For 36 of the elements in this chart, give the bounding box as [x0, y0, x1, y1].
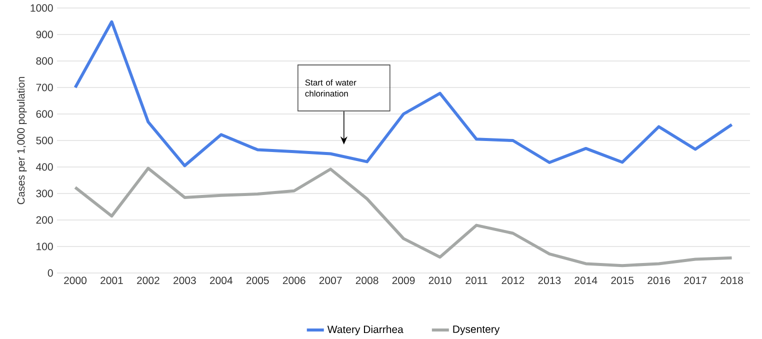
y-tick-label: 800	[36, 57, 53, 65]
x-tick-label: 2010	[428, 276, 452, 284]
line-series	[74, 166, 734, 268]
x-tick-label: 2013	[538, 276, 561, 284]
x-tick-label: 2012	[502, 276, 524, 284]
y-tick-label: 0	[48, 269, 53, 277]
x-tick-label: 2018	[720, 276, 743, 284]
y-tick-label: 100	[36, 242, 53, 250]
x-tick-label: 2007	[319, 276, 342, 284]
x-tick-label: 2000	[64, 276, 86, 284]
x-tick-label: 2004	[210, 276, 233, 284]
x-tick-label: 2008	[356, 276, 378, 284]
y-axis-title: Cases per 1,000 population	[16, 77, 27, 204]
legend-label: Dysentery	[453, 326, 500, 335]
x-tick-label: 2005	[246, 276, 269, 284]
legend-label: Watery Diarrhea	[327, 325, 404, 336]
line-series	[74, 20, 734, 168]
y-tick-label: 300	[36, 190, 53, 198]
y-tick-label: 500	[36, 136, 53, 144]
x-tick-label: 2009	[392, 276, 415, 284]
x-tick-label: 2016	[648, 276, 670, 284]
x-tick-label: 2017	[684, 276, 706, 284]
x-tick-label: 2006	[282, 276, 306, 284]
x-tick-label: 2015	[611, 276, 634, 284]
x-tick-label: 2014	[574, 276, 598, 284]
x-tick-label: 2003	[174, 276, 196, 284]
annotation: Start of water chlorination	[305, 79, 356, 97]
x-tick-label: 2001	[100, 276, 123, 284]
y-tick-label: 700	[36, 84, 53, 92]
y-tick-label: 200	[36, 216, 53, 224]
y-tick-label: 900	[36, 30, 53, 38]
x-tick-label: 2011	[466, 276, 488, 284]
y-tick-label: 600	[36, 110, 53, 118]
x-tick-label: 2002	[137, 276, 160, 284]
y-tick-label: 400	[36, 163, 53, 171]
y-tick-label: 1000	[30, 4, 53, 12]
